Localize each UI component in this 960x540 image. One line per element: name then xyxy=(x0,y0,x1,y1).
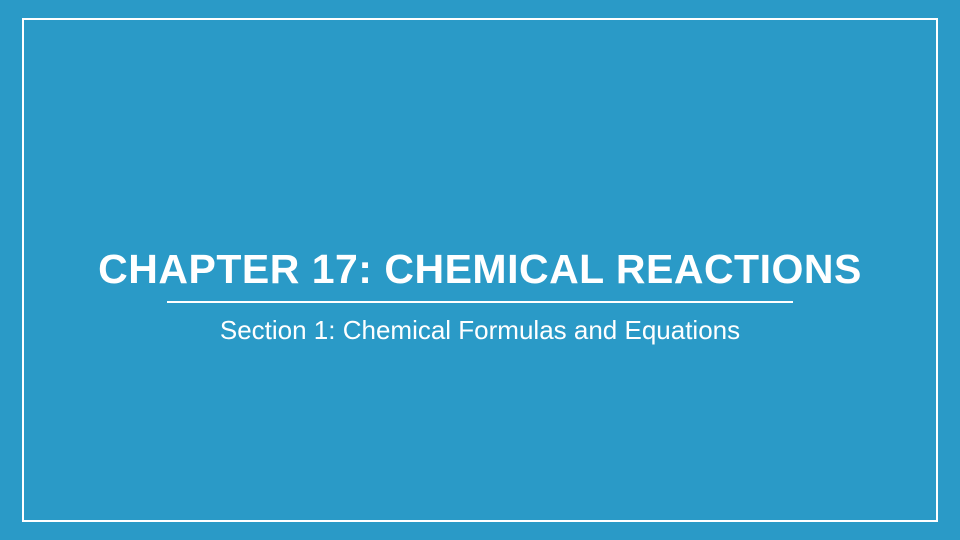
slide-subtitle: Section 1: Chemical Formulas and Equatio… xyxy=(0,315,960,346)
slide: CHAPTER 17: CHEMICAL REACTIONS Section 1… xyxy=(0,0,960,540)
title-divider xyxy=(167,301,793,303)
slide-title: CHAPTER 17: CHEMICAL REACTIONS xyxy=(0,246,960,293)
content-block: CHAPTER 17: CHEMICAL REACTIONS Section 1… xyxy=(0,246,960,346)
